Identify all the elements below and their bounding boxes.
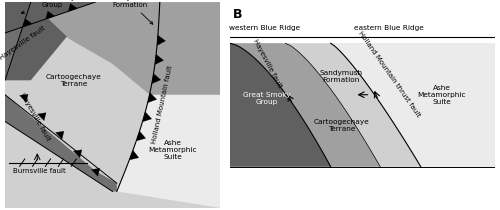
Polygon shape — [31, 2, 220, 95]
Polygon shape — [5, 2, 96, 80]
Polygon shape — [230, 43, 330, 167]
Polygon shape — [5, 2, 96, 33]
Text: Cartoogechaye
Terrane: Cartoogechaye Terrane — [314, 119, 369, 132]
Polygon shape — [157, 35, 166, 46]
Polygon shape — [142, 112, 152, 122]
Polygon shape — [23, 19, 32, 27]
Text: Hayesville fault: Hayesville fault — [0, 25, 46, 61]
Polygon shape — [38, 113, 46, 121]
Polygon shape — [5, 95, 117, 192]
Polygon shape — [46, 11, 54, 19]
Bar — [230, 43, 495, 167]
Text: Sandymush
Formation: Sandymush Formation — [109, 0, 153, 24]
Text: Holland Mountain fault: Holland Mountain fault — [150, 65, 173, 145]
Polygon shape — [5, 2, 96, 80]
Text: Hayesville fault: Hayesville fault — [252, 39, 282, 89]
Text: Ashe
Metamorphic
Suite: Ashe Metamorphic Suite — [148, 140, 197, 160]
Polygon shape — [230, 43, 421, 167]
Text: western Blue Ridge: western Blue Ridge — [229, 25, 300, 31]
Polygon shape — [68, 3, 77, 11]
Text: B: B — [232, 8, 242, 21]
Polygon shape — [20, 94, 28, 102]
Text: A: A — [12, 8, 21, 21]
Polygon shape — [117, 2, 220, 208]
Polygon shape — [56, 131, 64, 139]
Polygon shape — [152, 74, 160, 84]
Polygon shape — [5, 2, 220, 208]
Polygon shape — [136, 131, 145, 141]
Polygon shape — [230, 43, 380, 167]
Text: Hayesville fault: Hayesville fault — [19, 92, 51, 142]
Text: Sandymush
Formation: Sandymush Formation — [320, 70, 363, 83]
Polygon shape — [130, 150, 138, 160]
Text: Great Smoky
Group: Great Smoky Group — [22, 0, 75, 13]
Polygon shape — [155, 54, 164, 65]
Polygon shape — [74, 150, 82, 158]
Text: Ashe
Metamorphic
Suite: Ashe Metamorphic Suite — [418, 85, 466, 105]
Text: Great Smoky
Group: Great Smoky Group — [244, 92, 291, 105]
Polygon shape — [92, 168, 100, 176]
Polygon shape — [148, 93, 156, 103]
Text: Cartoogechaye
Terrane: Cartoogechaye Terrane — [46, 74, 102, 87]
Text: Burnsville fault: Burnsville fault — [13, 168, 66, 174]
Text: Holland Mountain thrust fault: Holland Mountain thrust fault — [357, 30, 421, 118]
Text: eastern Blue Ridge: eastern Blue Ridge — [354, 25, 424, 31]
